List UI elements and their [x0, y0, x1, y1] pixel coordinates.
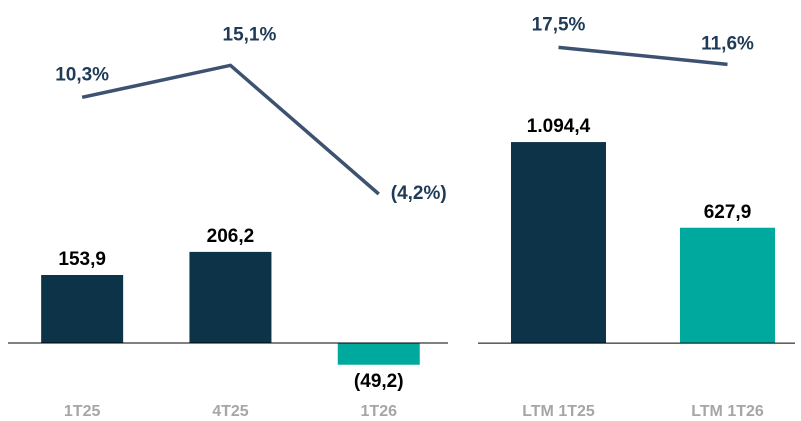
margin-line: [81, 63, 380, 196]
bar-value-label: 153,9: [58, 249, 106, 270]
x-tick-label: LTM 1T26: [691, 403, 764, 420]
x-tick-label: 1T26: [361, 403, 398, 420]
bar: [337, 343, 420, 365]
line-value-label: 10,3%: [55, 64, 109, 85]
bar: [189, 251, 272, 343]
x-tick-label: 4T25: [212, 403, 249, 420]
bar: [511, 142, 606, 344]
bar-value-label: 1.094,4: [527, 116, 591, 137]
margin-line: [558, 45, 728, 67]
line-value-label: (4,2%): [391, 183, 447, 204]
bar-value-label: (49,2): [354, 371, 404, 392]
bar-value-label: 627,9: [704, 202, 752, 223]
line-value-label: 15,1%: [223, 24, 277, 45]
bar: [41, 274, 124, 343]
line-value-label: 17,5%: [532, 14, 586, 35]
line-value-label: 11,6%: [701, 33, 754, 54]
x-tick-label: 1T25: [64, 403, 101, 420]
x-tick-label: LTM 1T25: [522, 403, 595, 420]
bar: [680, 227, 775, 344]
bar-value-label: 206,2: [207, 226, 255, 247]
